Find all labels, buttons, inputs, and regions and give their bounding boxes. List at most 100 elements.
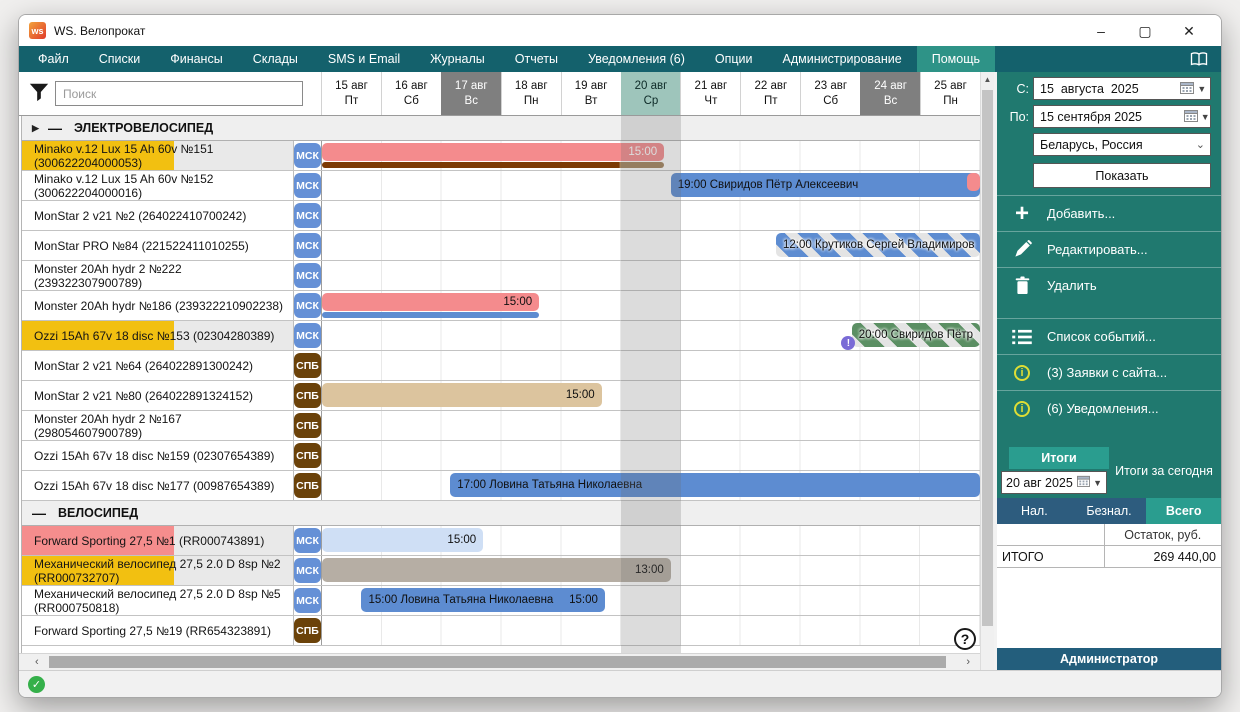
chart-cell[interactable]: 15:00 bbox=[322, 526, 980, 555]
menu-item-5[interactable]: SMS и Email bbox=[327, 52, 401, 66]
country-select[interactable]: Беларусь, Россия ⌄ bbox=[1033, 133, 1211, 156]
menu-item-9[interactable]: Опции bbox=[714, 52, 753, 66]
menu-item-7[interactable]: Отчеты bbox=[514, 52, 558, 66]
bike-row[interactable]: Minako v.12 Lux 15 Ah 60v №151 (30062220… bbox=[22, 141, 980, 171]
v-scrollbar[interactable]: ▲ bbox=[980, 72, 994, 670]
bike-row[interactable]: Ozzi 15Ah 67v 18 disc №159 (02307654389)… bbox=[22, 441, 980, 471]
events-list-button[interactable]: Список событий... bbox=[997, 318, 1221, 354]
bike-row[interactable]: Ozzi 15Ah 67v 18 disc №177 (00987654389)… bbox=[22, 471, 980, 501]
v-scroll-thumb[interactable] bbox=[982, 90, 993, 626]
menu-item-10[interactable]: Администрирование bbox=[782, 52, 902, 66]
menu-item-11[interactable]: Помощь bbox=[916, 46, 995, 72]
bike-row[interactable]: Ozzi 15Ah 67v 18 disc №153 (02304280389)… bbox=[22, 321, 980, 351]
h-scrollbar[interactable]: ‹ › bbox=[19, 653, 980, 670]
day-cell-25-авг[interactable]: 25 авг Пн bbox=[920, 72, 980, 115]
pay-tab-total[interactable]: Всего bbox=[1146, 498, 1221, 524]
booking-bar[interactable]: 15:00 bbox=[322, 383, 602, 407]
booking-bar[interactable]: 13:00 bbox=[322, 558, 671, 582]
date-to-field[interactable]: 15 сентября 2025 ▼ bbox=[1033, 105, 1211, 128]
admin-bar[interactable]: Администратор bbox=[997, 648, 1221, 670]
totals-tab[interactable]: Итоги bbox=[1009, 447, 1109, 469]
group-header-2[interactable]: — ВЕЛОСИПЕД bbox=[22, 501, 980, 526]
scroll-right-icon[interactable]: › bbox=[966, 656, 970, 668]
menu-item-3[interactable]: Финансы bbox=[170, 52, 223, 66]
booking-bar[interactable]: 15:00 bbox=[322, 528, 484, 552]
scroll-up-icon[interactable]: ▲ bbox=[983, 75, 992, 84]
booking-bar[interactable]: 15:00 bbox=[322, 293, 540, 311]
edit-button[interactable]: Редактировать... bbox=[997, 231, 1221, 267]
filter-icon[interactable] bbox=[28, 81, 50, 108]
bike-row[interactable]: Механический велосипед 27,5 2.0 D 8sp №5… bbox=[22, 586, 980, 616]
chart-cell[interactable] bbox=[322, 201, 980, 230]
bike-row[interactable]: Minako v.12 Lux 15 Ah 60v №152 (30062220… bbox=[22, 171, 980, 201]
menu-item-6[interactable]: Журналы bbox=[430, 52, 485, 66]
chart-cell[interactable]: 13:00 bbox=[322, 556, 980, 585]
day-cell-18-авг[interactable]: 18 авг Пн bbox=[500, 72, 561, 115]
menu-item-8[interactable]: Уведомления (6) bbox=[587, 52, 685, 66]
search-input[interactable] bbox=[55, 81, 303, 106]
chart-cell[interactable]: 20:00 Свиридов Пётр! bbox=[322, 321, 980, 350]
chart-cell[interactable]: 19:00 Свиридов Пётр Алексеевич bbox=[322, 171, 980, 200]
chart-cell[interactable]: 12:00 Крутиков Сергей Владимиров bbox=[322, 231, 980, 260]
bike-row[interactable]: MonStar 2 v21 №64 (264022891300242) СПБ bbox=[22, 351, 980, 381]
day-cell-21-авг[interactable]: 21 авг Чт bbox=[680, 72, 740, 115]
date-from-field[interactable]: 15 августа 2025 ▼ bbox=[1033, 77, 1211, 100]
totals-date-field[interactable]: 20 авг 2025 ▼ bbox=[1001, 471, 1107, 494]
scroll-left-icon[interactable]: ‹ bbox=[35, 656, 39, 668]
minimize-button[interactable]: – bbox=[1097, 22, 1105, 39]
pay-tab-cashless[interactable]: Безнал. bbox=[1086, 504, 1132, 518]
chart-cell[interactable] bbox=[322, 261, 980, 290]
chart-cell[interactable]: 15:00 bbox=[322, 381, 980, 410]
booking-bar[interactable]: 15:00 bbox=[322, 143, 665, 161]
chart-cell[interactable]: 15:00 bbox=[322, 141, 980, 170]
chart-cell[interactable] bbox=[322, 616, 980, 645]
bike-row[interactable]: MonStar 2 v21 №2 (264022410700242) МСК bbox=[22, 201, 980, 231]
day-cell-19-авг[interactable]: 19 авг Вт bbox=[560, 72, 621, 115]
day-cell-17-авг[interactable]: 17 авг Вс bbox=[440, 72, 501, 115]
chart-cell[interactable]: 15:00 bbox=[322, 291, 980, 320]
booking-bar[interactable]: 17:00 Ловина Татьяна Николаевна bbox=[450, 473, 980, 497]
bike-row[interactable]: Monster 20Ah hydr №186 (239322210902238)… bbox=[22, 291, 980, 321]
day-cell-24-авг[interactable]: 24 авг Вс bbox=[860, 72, 921, 115]
bike-row[interactable]: Forward Sporting 27,5 №19 (RR654323891) С… bbox=[22, 616, 980, 646]
bike-row[interactable]: Monster 20Ah hydr 2 №167 (29805460790078… bbox=[22, 411, 980, 441]
menu-item-2[interactable]: Списки bbox=[98, 52, 141, 66]
day-cell-15-авг[interactable]: 15 авг Пт bbox=[321, 72, 381, 115]
group-header-1[interactable]: ▶ — ЭЛЕКТРОВЕЛОСИПЕД bbox=[22, 116, 980, 141]
chart-cell[interactable]: 15:00 Ловина Татьяна Николаевна 15:00 bbox=[322, 586, 980, 615]
notifications-button[interactable]: i (6) Уведомления... bbox=[997, 390, 1221, 426]
add-button[interactable]: + Добавить... bbox=[997, 195, 1221, 231]
menu-item-1[interactable]: Файл bbox=[38, 52, 69, 66]
booking-bar[interactable]: 19:00 Свиридов Пётр Алексеевич bbox=[670, 173, 980, 197]
chart-cell[interactable] bbox=[322, 411, 980, 440]
bike-row[interactable]: Механический велосипед 27,5 2.0 D 8sp №2… bbox=[22, 556, 980, 586]
close-button[interactable]: ✕ bbox=[1183, 22, 1195, 39]
bike-row[interactable]: Forward Sporting 27,5 №1 (RR000743891) МС… bbox=[22, 526, 980, 556]
h-scroll-thumb[interactable] bbox=[49, 656, 946, 668]
chart-cell[interactable] bbox=[322, 351, 980, 380]
pay-tab-cash[interactable]: Нал. bbox=[1020, 504, 1048, 518]
day-cell-22-авг[interactable]: 22 авг Пт bbox=[740, 72, 800, 115]
help-book-icon[interactable] bbox=[1189, 46, 1217, 72]
day-cell-16-авг[interactable]: 16 авг Сб bbox=[380, 72, 441, 115]
chart-cell[interactable] bbox=[322, 441, 980, 470]
show-button[interactable]: Показать bbox=[1033, 163, 1211, 188]
collapse-minus-icon[interactable]: — bbox=[32, 505, 46, 521]
day-cell-20-авг[interactable]: 20 авг Ср bbox=[620, 72, 681, 115]
collapse-arrow-icon[interactable]: ▶ bbox=[32, 122, 39, 133]
day-cell-23-авг[interactable]: 23 авг Сб bbox=[800, 72, 860, 115]
bike-row[interactable]: Monster 20Ah hydr 2 №222 (23932230790078… bbox=[22, 261, 980, 291]
site-requests-button[interactable]: i (3) Заявки с сайта... bbox=[997, 354, 1221, 390]
booking-bar-fragment[interactable] bbox=[966, 173, 980, 191]
booking-bar[interactable]: 15:00 Ловина Татьяна Николаевна 15:00 bbox=[361, 588, 605, 612]
delete-button[interactable]: Удалить bbox=[997, 267, 1221, 303]
help-icon[interactable]: ? bbox=[954, 628, 976, 650]
chart-cell[interactable]: 17:00 Ловина Татьяна Николаевна bbox=[322, 471, 980, 500]
maximize-button[interactable]: ▢ bbox=[1138, 22, 1152, 39]
bike-row[interactable]: MonStar PRO №84 (221522411010255) МСК 12:0… bbox=[22, 231, 980, 261]
booking-bar[interactable]: 12:00 Крутиков Сергей Владимиров bbox=[776, 233, 980, 257]
bike-row[interactable]: MonStar 2 v21 №80 (264022891324152) СПБ 15… bbox=[22, 381, 980, 411]
collapse-minus-icon[interactable]: — bbox=[48, 120, 62, 136]
booking-bar[interactable]: 20:00 Свиридов Пётр bbox=[851, 323, 980, 347]
menu-item-4[interactable]: Склады bbox=[252, 52, 298, 66]
